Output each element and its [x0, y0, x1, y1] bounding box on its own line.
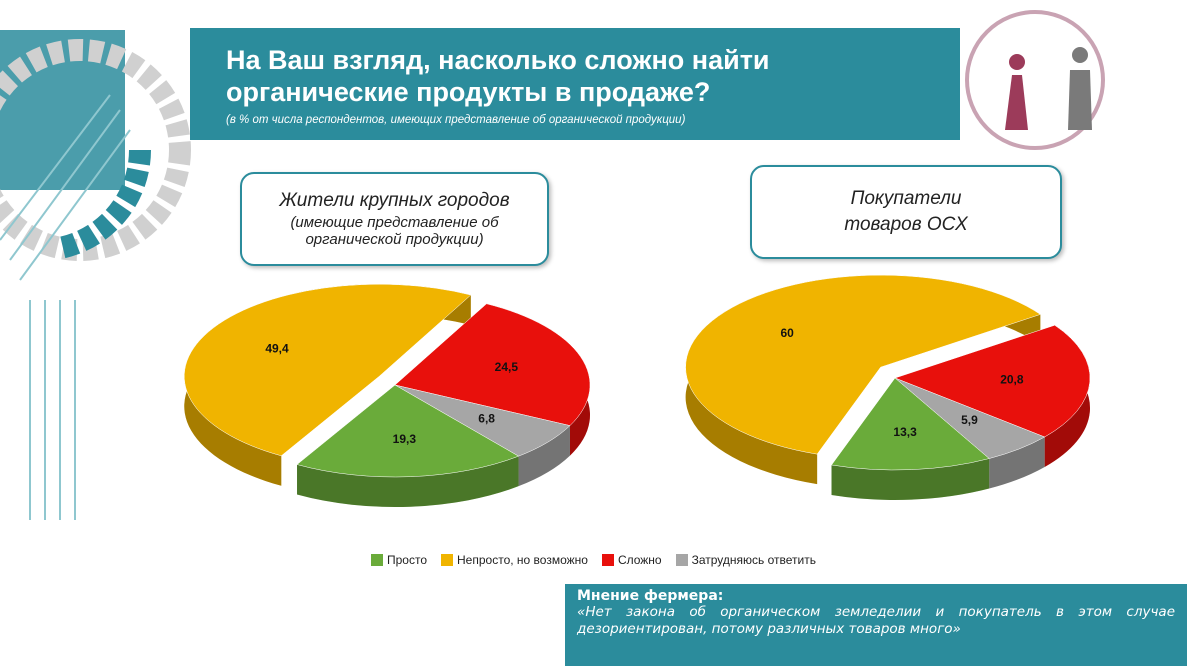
- pie-slice-side: [989, 436, 1045, 489]
- value-label: 49,4: [265, 342, 289, 356]
- pie-slice-side: [518, 425, 570, 487]
- pie-slice-shade: [831, 458, 990, 500]
- illustration-seller-head: [1072, 47, 1088, 63]
- pie-slice: [831, 377, 990, 471]
- legend-label: Затрудняюсь ответить: [691, 553, 816, 567]
- pie-slice-shade: [297, 456, 519, 508]
- pie-slice: [685, 274, 1041, 455]
- legend-item: Непросто, но возможно: [441, 553, 588, 567]
- legend-item: Затрудняюсь ответить: [675, 553, 816, 567]
- value-label: 60: [781, 326, 795, 340]
- pie-slice: [894, 324, 1091, 438]
- illustration-buyer: [1005, 75, 1028, 130]
- value-label: 20,8: [1000, 373, 1024, 387]
- chart-title-box: Покупатели товаров ОСХ: [750, 165, 1062, 259]
- quote-title: Мнение фермера:: [577, 588, 724, 604]
- quote-text: «Нет закона об органическом земледелии и…: [577, 604, 1175, 637]
- pie-slice-side: [297, 456, 519, 508]
- quote: Мнение фермера: «Нет закона об органичес…: [565, 584, 1187, 666]
- value-label: 19,3: [393, 432, 417, 446]
- legend-swatch: [675, 554, 688, 566]
- value-label: 24,5: [495, 360, 519, 374]
- value-label: 5,9: [961, 413, 978, 427]
- decor-ring-accent: [57, 149, 151, 259]
- legend-swatch: [601, 554, 614, 566]
- value-label: 13,3: [893, 425, 917, 439]
- chart-title: Покупатели товаров ОСХ: [844, 188, 968, 235]
- chart-title-box: Жители крупных городов (имеющие представ…: [240, 172, 549, 266]
- value-label: 6,8: [478, 411, 495, 425]
- legend-label: Сложно: [617, 553, 662, 567]
- legend-item: Сложно: [601, 553, 662, 567]
- chart-subtitle: (имеющие представление об органической п…: [290, 214, 499, 248]
- legend-swatch: [441, 554, 454, 566]
- legend-swatch: [371, 554, 383, 566]
- pie-slice-shade: [989, 436, 1045, 489]
- illustration-buyer-head: [1009, 54, 1025, 70]
- subtitle: (в % от числа респондентов, имеющих пред…: [226, 114, 686, 126]
- chart-title: Жители крупных городов: [279, 190, 510, 211]
- header: На Ваш взгляд, насколько сложно найти ор…: [190, 28, 960, 140]
- decor-lines: [0, 94, 131, 520]
- decor-ring: [0, 39, 191, 261]
- legend: Просто Непросто, но возможно Сложно Затрудн…: [0, 553, 1187, 567]
- legend-label: Непросто, но возможно: [457, 553, 588, 567]
- pie-slice-shade: [518, 425, 570, 487]
- pie-slice: [296, 384, 520, 478]
- illustration-seller: [1068, 70, 1092, 130]
- pie-slice: [394, 303, 591, 426]
- legend-item: Просто: [371, 553, 427, 567]
- pie-slice-side: [831, 458, 990, 500]
- pie-slice: [184, 284, 472, 457]
- legend-label: Просто: [387, 553, 428, 567]
- title: На Ваш взгляд, насколько сложно найти ор…: [226, 45, 770, 107]
